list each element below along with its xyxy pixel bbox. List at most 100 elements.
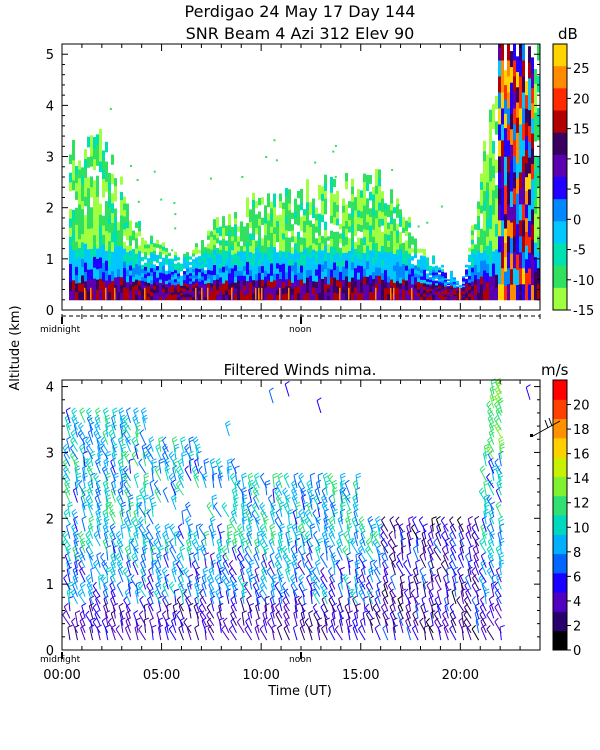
snr-cell <box>399 215 402 222</box>
wind-barb <box>101 617 109 634</box>
wind-barb-flag <box>121 472 127 476</box>
snr-cell <box>378 283 381 293</box>
wind-barb <box>227 458 233 474</box>
wind-barb-shaft <box>120 525 124 539</box>
wind-barb-flag <box>204 533 210 537</box>
snr-cell <box>391 168 394 171</box>
snr-cell <box>258 287 260 300</box>
snr-cell <box>330 230 333 239</box>
snr-cell <box>408 242 411 249</box>
snr-cell <box>501 91 504 109</box>
snr-cell <box>123 196 126 204</box>
snr-cell <box>306 224 309 233</box>
wind-barb-shaft <box>78 563 86 576</box>
snr-cell <box>486 199 489 210</box>
snr-cell <box>81 266 84 276</box>
snr-cell <box>138 270 141 276</box>
snr-cell <box>126 281 129 289</box>
snr-cell <box>246 223 249 230</box>
snr-cell <box>408 284 411 290</box>
snr-cell <box>504 228 507 243</box>
wind-barb-flag <box>186 518 191 523</box>
wind-barb-shaft <box>156 555 162 568</box>
snr-cell <box>366 276 369 285</box>
snr-cell <box>246 267 249 275</box>
wind-barb <box>100 552 109 568</box>
snr-cell <box>381 198 384 206</box>
wind-barb-shaft <box>226 467 230 481</box>
snr-cell <box>381 252 384 260</box>
wind-barb-flag <box>217 523 223 527</box>
snr-cell <box>189 256 192 260</box>
snr-cell <box>264 276 267 283</box>
snr-cell <box>87 228 90 240</box>
snr-cell <box>285 229 288 238</box>
snr-cell <box>381 286 384 294</box>
y-axis-label: Altitude (km) <box>8 305 23 390</box>
wind-barb-flag <box>131 552 136 557</box>
snr-cell <box>303 288 306 295</box>
snr-cell <box>522 44 525 61</box>
snr-cell <box>354 203 357 211</box>
snr-cell <box>414 284 417 289</box>
wind-barb-shaft <box>66 569 71 583</box>
wind-barb-shaft <box>86 411 94 424</box>
snr-cell <box>183 271 186 275</box>
snr-cell <box>135 294 138 301</box>
wind-barb-flag <box>123 465 128 471</box>
wind-barb-flag <box>295 501 301 505</box>
snr-cell <box>414 269 417 274</box>
snr-cell <box>336 245 339 253</box>
snr-cell <box>462 293 465 296</box>
snr-cell <box>315 269 318 276</box>
snr-cell <box>246 229 249 237</box>
wind-barb-shaft <box>293 612 298 626</box>
snr-cell <box>186 271 189 275</box>
snr-cell <box>216 222 219 228</box>
snr-cell <box>120 276 123 285</box>
wind-barb-shaft <box>87 490 94 503</box>
snr-cell <box>486 218 489 228</box>
snr-cell <box>240 270 243 276</box>
snr-cell <box>267 279 270 287</box>
snr-cell <box>414 238 417 243</box>
wind-barb-flag <box>189 453 195 457</box>
wind-barb-flag <box>85 494 90 499</box>
snr-cell <box>447 287 450 290</box>
wind-barb <box>149 479 155 496</box>
wind-barb-shaft <box>195 446 200 460</box>
snr-cell <box>150 279 153 285</box>
wind-barb-flag <box>218 581 224 585</box>
snr-cell <box>492 104 495 117</box>
wind-barb-shaft <box>293 569 298 583</box>
wind-barb <box>186 624 192 641</box>
snr-cell <box>96 217 99 228</box>
snr-cell <box>396 211 399 218</box>
snr-cell <box>351 246 354 255</box>
wind-barb-shaft <box>136 496 139 510</box>
snr-cell <box>306 201 309 210</box>
wind-barb-shaft <box>74 467 79 481</box>
wind-barb-shaft <box>87 482 94 496</box>
snr-cell <box>291 212 294 219</box>
wind-barb-flag <box>154 559 159 564</box>
snr-cell <box>174 287 177 292</box>
snr-cell <box>291 235 294 243</box>
snr-cell <box>294 261 297 269</box>
snr-plot-area <box>69 44 540 301</box>
wind-barb-flag <box>144 603 150 606</box>
snr-cell <box>90 287 92 300</box>
wind-barb-shaft <box>111 453 116 467</box>
wind-barb-shaft <box>233 496 237 510</box>
snr-cell <box>150 275 153 281</box>
wind-barb <box>254 566 260 583</box>
wind-barb-flag <box>147 446 152 451</box>
snr-cell <box>315 226 318 233</box>
wind-barb <box>208 523 215 539</box>
wind-barb <box>62 610 71 626</box>
wind-barb-flag <box>121 504 127 508</box>
wind-barb <box>79 545 86 561</box>
snr-cell <box>225 275 228 281</box>
wind-barb-flag <box>146 443 151 449</box>
snr-cell <box>354 197 357 205</box>
